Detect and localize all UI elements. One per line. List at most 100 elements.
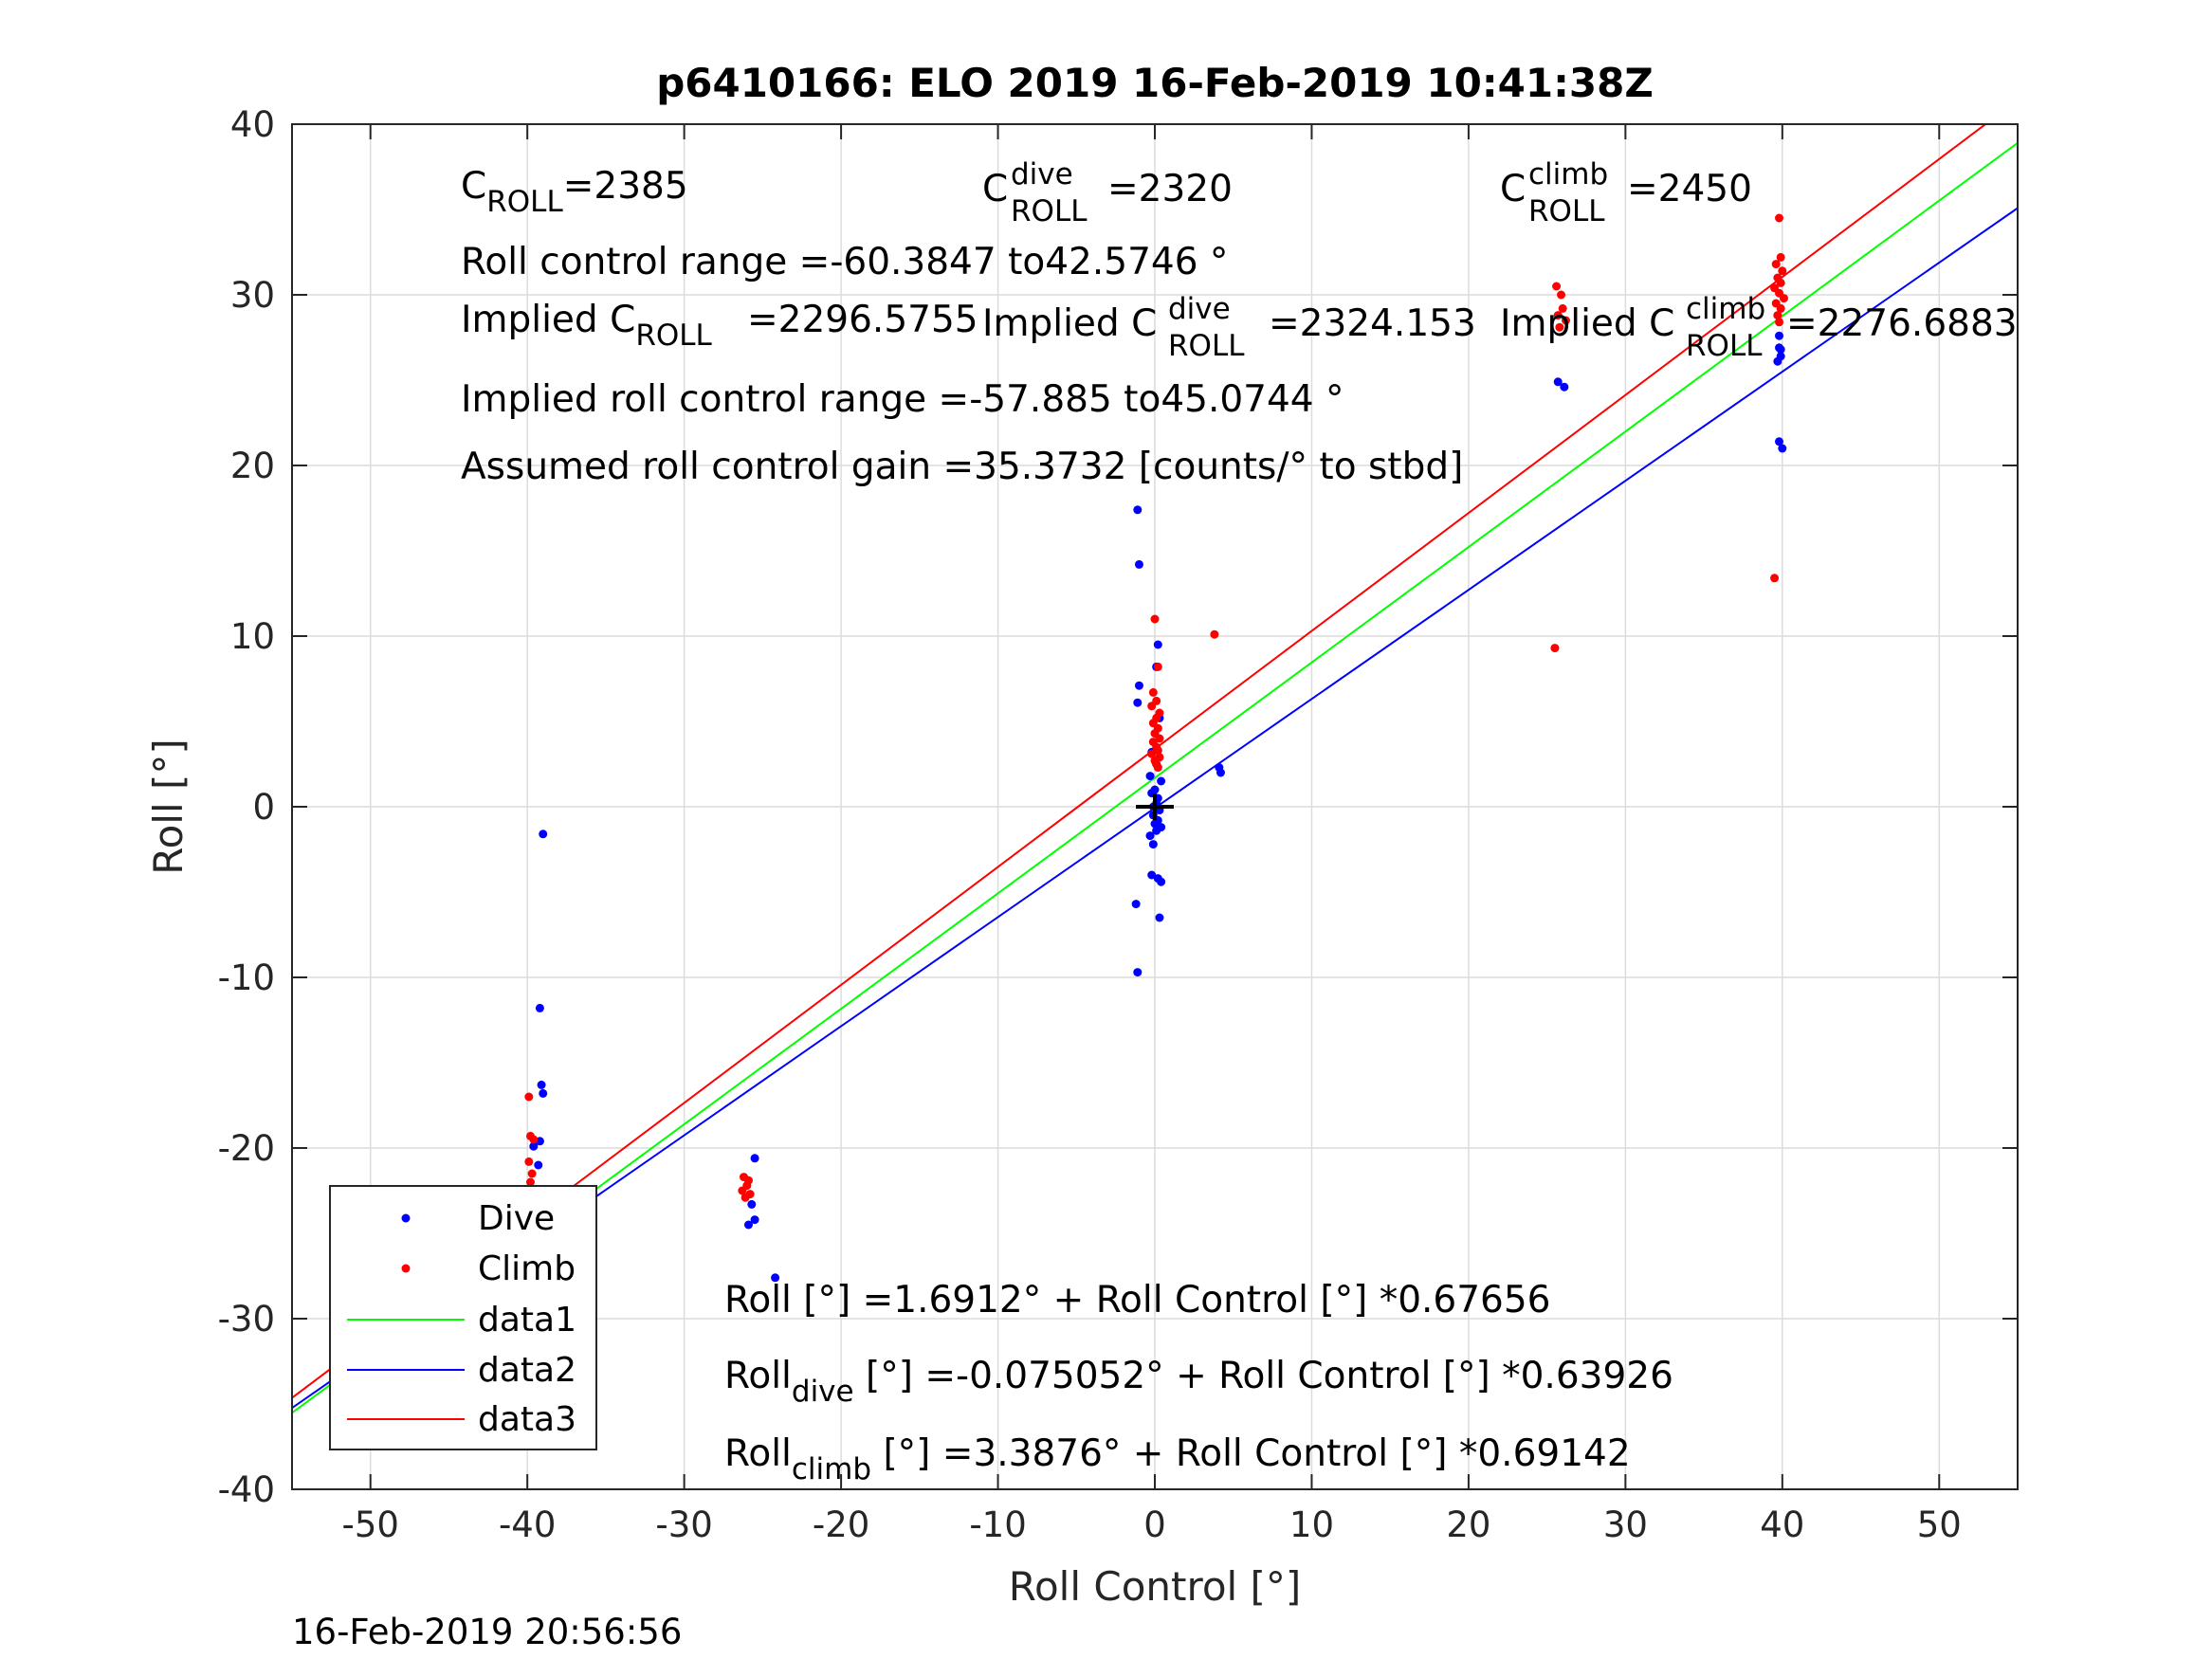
- point-climb: [527, 1169, 537, 1178]
- point-climb: [1147, 702, 1157, 711]
- point-climb: [1561, 316, 1570, 325]
- point-climb: [529, 1135, 539, 1144]
- point-dive: [1134, 559, 1143, 569]
- point-climb: [1147, 749, 1157, 758]
- implied-c-roll-dive-sup: dive: [1168, 292, 1231, 326]
- legend: Dive Climb data1 data2 data3: [329, 1185, 597, 1450]
- tick-marks: [292, 123, 2018, 1490]
- legend-data3-label: data3: [478, 1400, 576, 1439]
- gain-text: Assumed roll control gain =35.3732 [coun…: [461, 446, 1463, 488]
- chart-title: p6410166: ELO 2019 16-Feb-2019 10:41:38Z: [656, 60, 1654, 106]
- point-climb: [524, 1092, 534, 1102]
- c-roll-annotation: CROLL=2385: [461, 165, 688, 219]
- c-roll-climb-value: =2450: [1627, 168, 1752, 210]
- y-tick-label: 20: [230, 446, 275, 486]
- point-dive: [1157, 776, 1166, 786]
- point-dive: [1152, 826, 1161, 835]
- fit-dive-rest: [°] =-0.075052° + Roll Control [°] *0.63…: [854, 1355, 1673, 1397]
- fit-dive-annotation: Rolldive [°] =-0.075052° + Roll Control …: [724, 1355, 1673, 1409]
- point-climb: [1775, 213, 1784, 223]
- x-tick-label: -20: [813, 1504, 869, 1545]
- legend-data2-label: data2: [478, 1351, 576, 1390]
- implied-c-roll-annotation: Implied CROLL =2296.5755: [461, 299, 978, 353]
- y-tick-label: 30: [230, 275, 275, 316]
- point-dive: [1131, 900, 1141, 909]
- y-axis-label: Roll [°]: [145, 738, 192, 874]
- c-roll-dive-value: =2320: [1107, 168, 1233, 210]
- point-dive: [1147, 870, 1157, 880]
- point-dive: [535, 1003, 544, 1012]
- point-climb: [525, 1177, 535, 1187]
- x-tick-label: 10: [1289, 1504, 1334, 1545]
- fit-dive-sub: dive: [792, 1375, 854, 1409]
- point-dive: [1553, 377, 1563, 387]
- point-dive: [529, 1141, 539, 1151]
- y-tick-label: -10: [218, 957, 275, 998]
- point-dive: [1153, 640, 1162, 649]
- legend-box: [329, 1185, 597, 1450]
- x-axis-label: Roll Control [°]: [1009, 1563, 1302, 1610]
- point-dive: [1157, 877, 1166, 886]
- point-climb: [1550, 644, 1560, 653]
- c-roll-dive-sub: ROLL: [1011, 194, 1088, 228]
- implied-c-roll-climb-value: =2276.6883: [1786, 302, 2018, 345]
- annotations: CROLL=2385 Cdive ROLL=2320 Cclimb ROLL=245…: [461, 157, 2018, 1486]
- point-dive: [539, 1088, 548, 1098]
- c-roll-dive-annotation: Cdive ROLL =2320: [982, 157, 1233, 228]
- point-dive: [1133, 968, 1143, 977]
- point-climb: [1776, 278, 1785, 287]
- point-dive: [1560, 382, 1569, 392]
- point-dive: [534, 1160, 543, 1170]
- y-tick-label: -20: [218, 1128, 275, 1169]
- c-roll-value: =2385: [563, 165, 688, 208]
- implied-c-roll-climb-sup: climb: [1686, 292, 1765, 326]
- x-tick-labels: -50 -40 -30 -20 -10 0 10 20 30 40 50: [342, 1504, 1962, 1545]
- x-tick-label: 30: [1603, 1504, 1648, 1545]
- point-dive: [747, 1199, 757, 1209]
- c-roll-sub: ROLL: [486, 185, 563, 219]
- x-tick-label: 50: [1917, 1504, 1962, 1545]
- point-dive: [750, 1215, 759, 1225]
- point-climb: [1778, 266, 1787, 276]
- point-climb: [1555, 322, 1564, 332]
- point-climb: [1210, 629, 1219, 639]
- point-climb: [1553, 311, 1563, 320]
- implied-c-roll-dive-prefix: Implied C: [982, 302, 1157, 345]
- implied-c-roll-value: =2296.5755: [747, 299, 978, 341]
- point-dive: [539, 830, 548, 839]
- point-dive: [750, 1154, 759, 1163]
- c-roll-climb-base: C: [1500, 168, 1526, 210]
- roll-control-range-text: Roll control range =-60.3847 to42.5746 °: [461, 241, 1228, 283]
- x-tick-label: -10: [969, 1504, 1026, 1545]
- point-dive: [1145, 772, 1155, 781]
- fit-all-text: Roll [°] =1.6912° + Roll Control [°] *0.…: [724, 1279, 1550, 1322]
- legend-dive-marker: [401, 1213, 411, 1223]
- x-tick-label: -50: [342, 1504, 399, 1545]
- y-tick-label: -40: [218, 1469, 275, 1510]
- point-dive: [1134, 681, 1143, 690]
- x-tick-label: 40: [1760, 1504, 1804, 1545]
- point-dive: [1148, 840, 1158, 849]
- point-climb: [1557, 290, 1566, 300]
- point-climb: [1150, 614, 1160, 624]
- center-marker: [1136, 793, 1174, 820]
- point-climb: [1771, 260, 1781, 269]
- point-climb: [1776, 252, 1785, 262]
- point-dive: [1776, 345, 1785, 355]
- c-roll-dive-sup: dive: [1011, 157, 1073, 191]
- point-dive: [1133, 698, 1143, 707]
- point-climb: [1770, 574, 1780, 583]
- fit-climb-prefix: Roll: [724, 1432, 792, 1475]
- point-climb: [1776, 303, 1785, 313]
- implied-range-text: Implied roll control range =-57.885 to45…: [461, 378, 1344, 421]
- print-timestamp: 16-Feb-2019 20:56:56: [292, 1612, 682, 1652]
- point-climb: [1153, 763, 1162, 773]
- point-dive: [1775, 437, 1784, 447]
- point-climb: [524, 1157, 534, 1166]
- point-climb: [1775, 318, 1784, 327]
- c-roll-climb-sup: climb: [1528, 157, 1608, 191]
- y-tick-labels: -40 -30 -20 -10 0 10 20 30 40: [218, 104, 275, 1510]
- y-tick-label: -30: [218, 1299, 275, 1340]
- point-climb: [1148, 687, 1158, 697]
- point-climb: [1552, 282, 1562, 291]
